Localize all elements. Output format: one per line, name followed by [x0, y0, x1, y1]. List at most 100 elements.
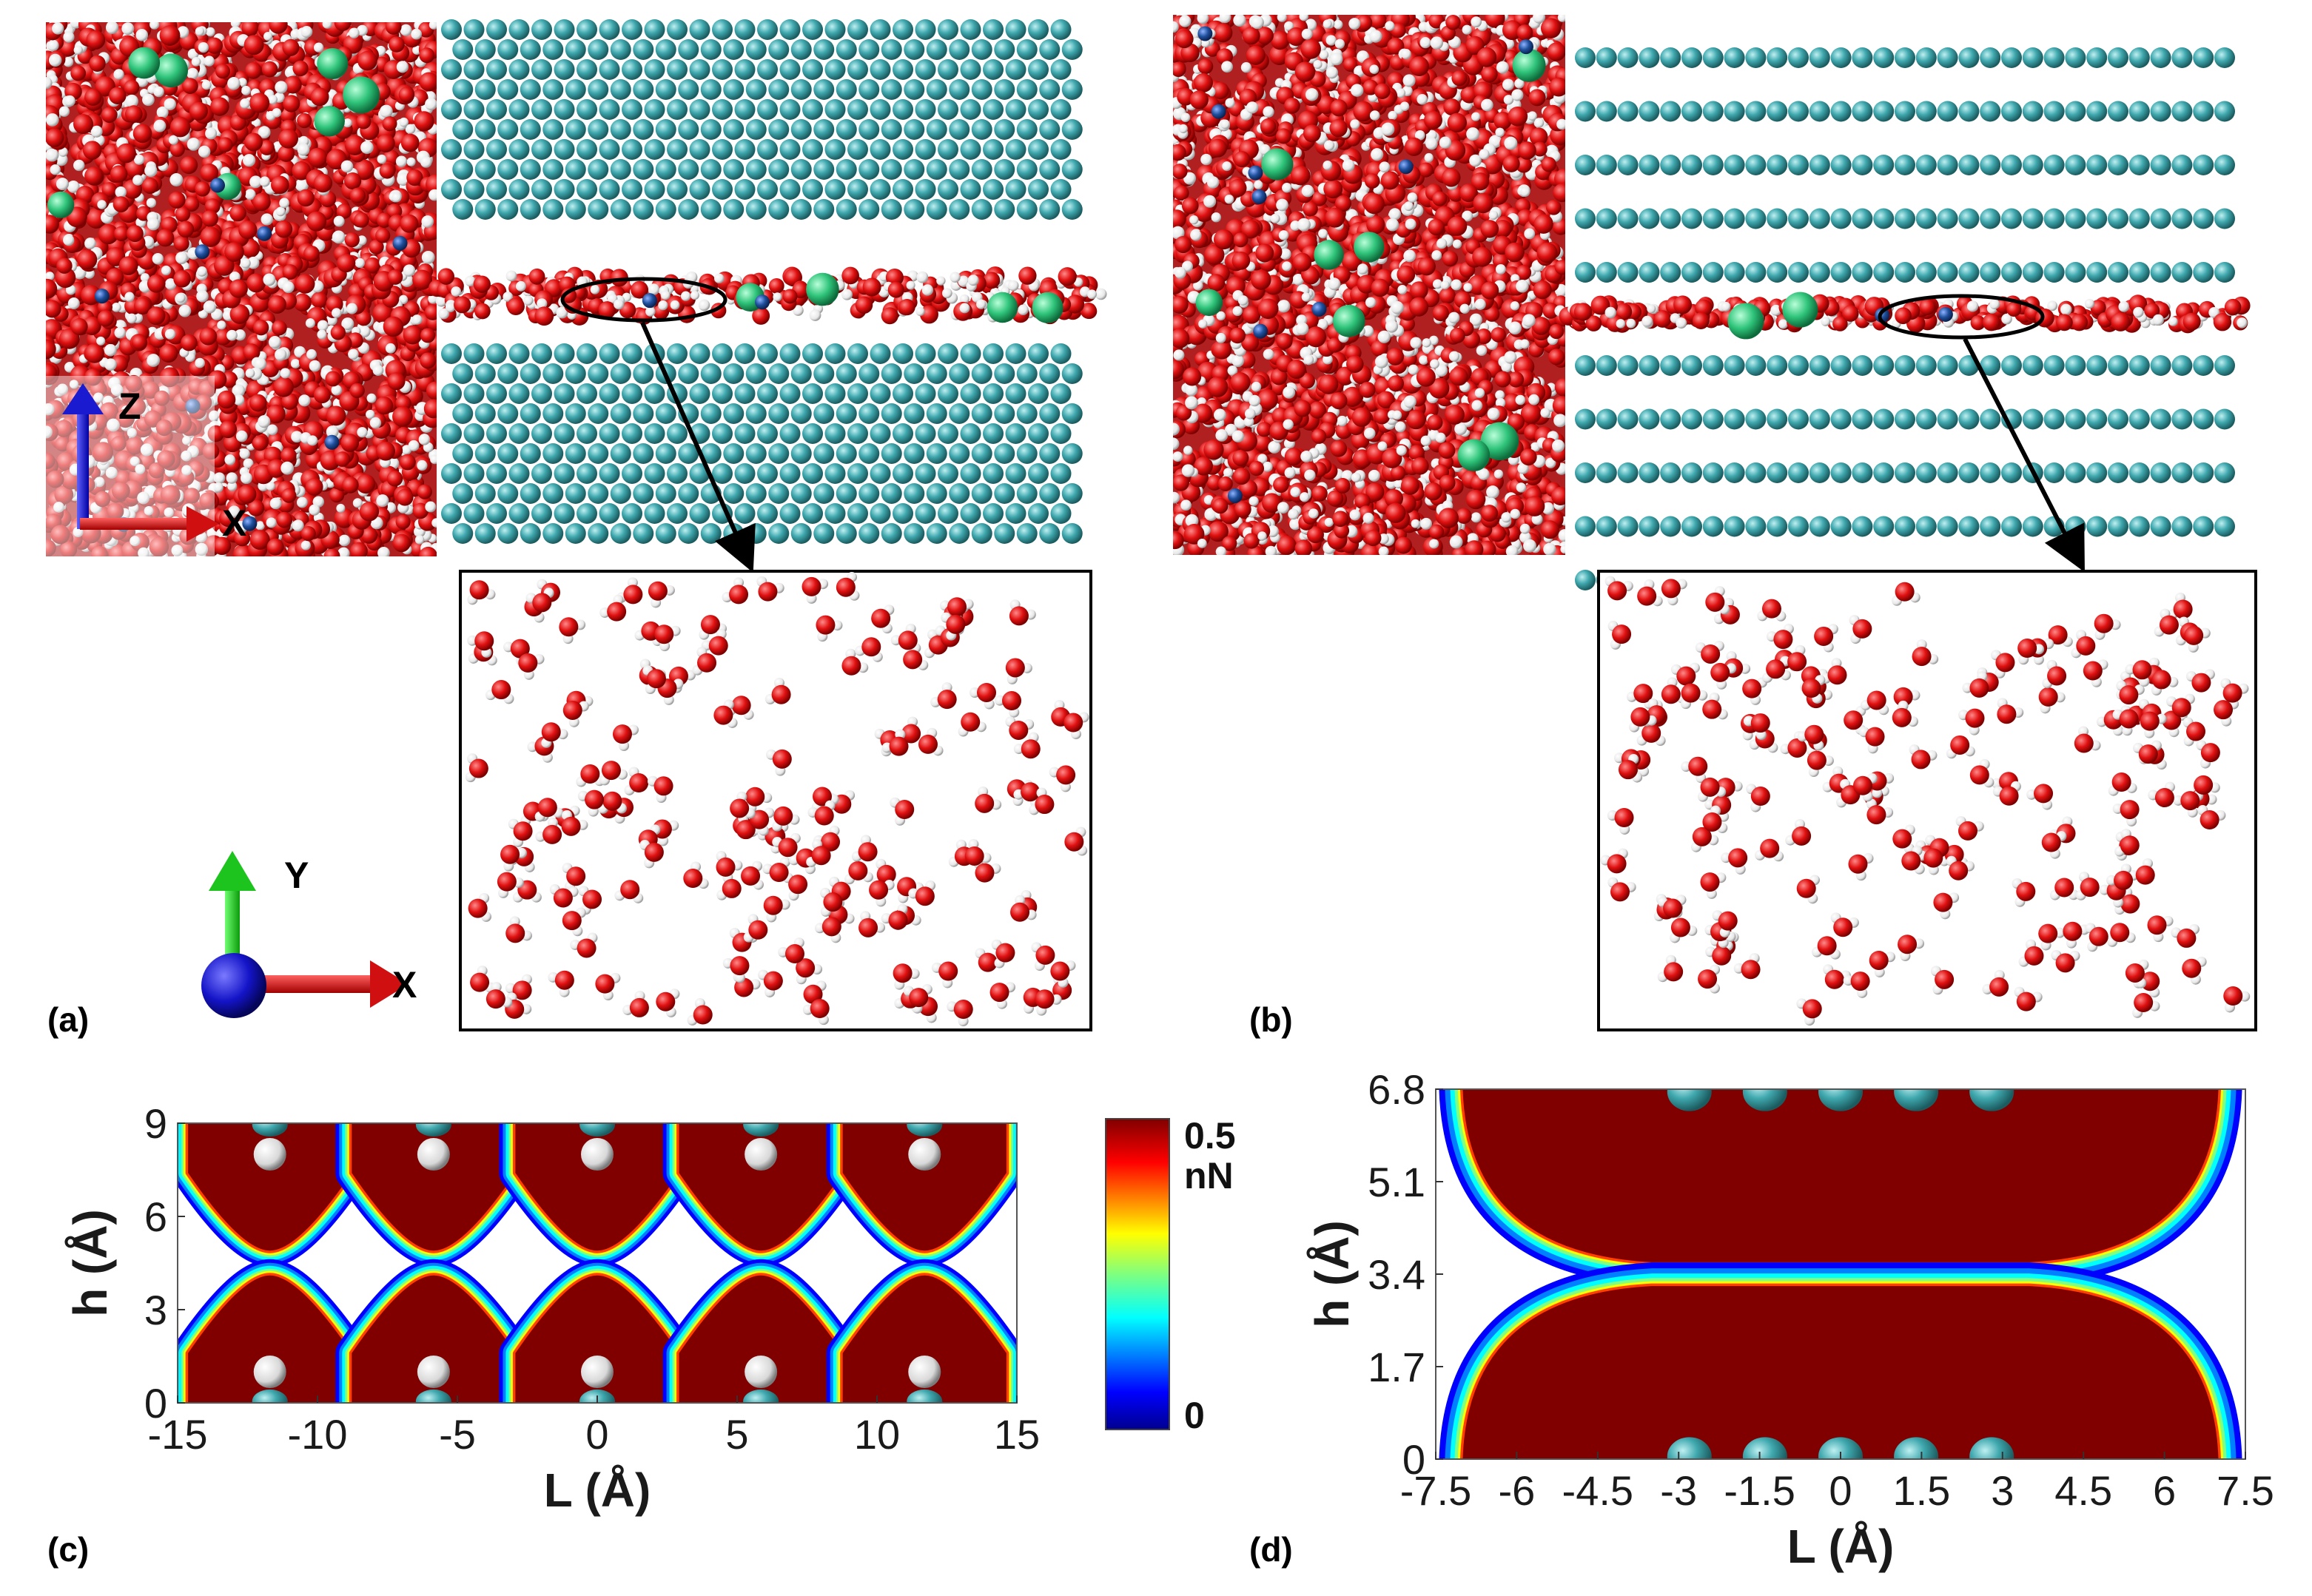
- hydrogen-atom: [296, 496, 308, 508]
- hydrogen-atom: [169, 173, 184, 186]
- wall-atom: [588, 199, 609, 220]
- wall-atom: [599, 139, 620, 160]
- wall-atom: [949, 39, 970, 60]
- wall-atom: [915, 179, 936, 200]
- oxygen-atom: [377, 134, 395, 152]
- wall-atom: [824, 423, 846, 444]
- oxygen-atom: [147, 306, 166, 326]
- hydrogen-atom: [1429, 539, 1439, 549]
- oxygen-atom: [1303, 201, 1318, 217]
- oxygen-atom: [344, 232, 360, 248]
- wall-atom: [700, 403, 722, 424]
- wall-atom: [949, 523, 970, 544]
- wall-atom: [870, 139, 891, 160]
- wall-atom: [610, 483, 631, 504]
- hydrogen-atom: [670, 300, 680, 310]
- hydrogen-atom: [411, 314, 423, 325]
- wall-atom: [542, 363, 564, 384]
- wall-atom: [802, 179, 823, 200]
- wall-atom: [870, 503, 891, 524]
- hydrogen-atom: [333, 215, 345, 227]
- wall-atom: [802, 139, 823, 160]
- hydrogen-atom: [195, 27, 205, 36]
- wall-atom: [508, 463, 530, 484]
- wall-atom: [644, 423, 665, 444]
- hydrogen-atom: [196, 290, 209, 303]
- oxygen-atom: [195, 181, 210, 197]
- oxygen-atom: [359, 502, 380, 522]
- oxygen-atom: [534, 306, 554, 326]
- oxygen-atom: [382, 116, 397, 132]
- wall-atom: [622, 423, 642, 444]
- wall-atom: [542, 443, 564, 464]
- oxygen-atom: [369, 239, 384, 255]
- hydrogen-atom: [906, 280, 915, 290]
- wall-atom: [723, 159, 745, 180]
- wall-atom: [1050, 463, 1072, 484]
- oxygen-atom: [329, 487, 345, 503]
- wall-atom: [881, 403, 902, 424]
- wall-atom: [463, 99, 485, 120]
- wall-atom: [1039, 79, 1061, 100]
- oxygen-atom: [215, 64, 231, 79]
- wall-atom: [938, 179, 958, 200]
- sodium-ion: [987, 292, 1018, 323]
- sodium-ion: [314, 106, 345, 137]
- wall-atom: [520, 199, 541, 220]
- wall-atom: [870, 179, 891, 200]
- hydrogen-atom: [950, 272, 961, 283]
- wall-atom: [971, 79, 992, 100]
- hydrogen-atom: [47, 39, 59, 52]
- oxygen-atom: [276, 511, 293, 528]
- wall-atom: [508, 423, 530, 444]
- wall-atom: [824, 179, 846, 200]
- oxygen-atom: [112, 196, 130, 213]
- wall-atom: [452, 483, 474, 504]
- wall-atom: [971, 159, 992, 180]
- hydrogen-atom: [245, 368, 255, 378]
- hydrogen-atom: [226, 472, 238, 484]
- wall-atom: [926, 79, 947, 100]
- wall-atom: [994, 159, 1015, 180]
- hydrogen-atom: [268, 335, 281, 349]
- hydrogen-atom: [282, 281, 295, 294]
- wall-atom: [1016, 443, 1038, 464]
- wall-atom: [1005, 99, 1026, 120]
- wall-atom: [893, 19, 913, 40]
- hydrogen-atom: [1262, 461, 1273, 472]
- wall-atom: [520, 363, 541, 384]
- oxygen-atom: [219, 420, 238, 439]
- oxygen-atom: [278, 128, 298, 149]
- wall-atom: [734, 59, 756, 80]
- wall-atom: [508, 139, 530, 160]
- wall-atom: [678, 79, 699, 100]
- hydrogen-atom: [111, 302, 121, 312]
- oxygen-atom: [86, 207, 107, 229]
- wall-atom: [847, 99, 868, 120]
- oxygen-atom: [46, 215, 59, 234]
- wall-atom: [790, 523, 812, 544]
- wall-atom: [497, 159, 519, 180]
- wall-atom: [655, 159, 676, 180]
- wall-atom: [938, 423, 958, 444]
- oxygen-atom: [387, 269, 403, 285]
- hydrogen-atom: [63, 31, 75, 43]
- chloride-ion: [210, 178, 226, 193]
- wall-atom: [610, 443, 631, 464]
- oxygen-atom: [403, 325, 423, 345]
- hydrogen-atom: [414, 535, 425, 545]
- oxygen-atom: [131, 334, 147, 350]
- wall-atom: [1039, 483, 1061, 504]
- wall-atom: [745, 79, 767, 100]
- wall-atom: [622, 179, 642, 200]
- hydrogen-atom: [186, 67, 199, 80]
- hydrogen-atom: [124, 292, 135, 302]
- oxygen-atom: [349, 383, 365, 398]
- wall-atom: [678, 363, 699, 384]
- wall-atom: [633, 403, 654, 424]
- wall-atom: [622, 139, 642, 160]
- wall-atom: [1050, 179, 1072, 200]
- oxygen-atom: [414, 111, 434, 132]
- oxygen-atom: [132, 124, 152, 144]
- oxygen-atom: [297, 112, 312, 129]
